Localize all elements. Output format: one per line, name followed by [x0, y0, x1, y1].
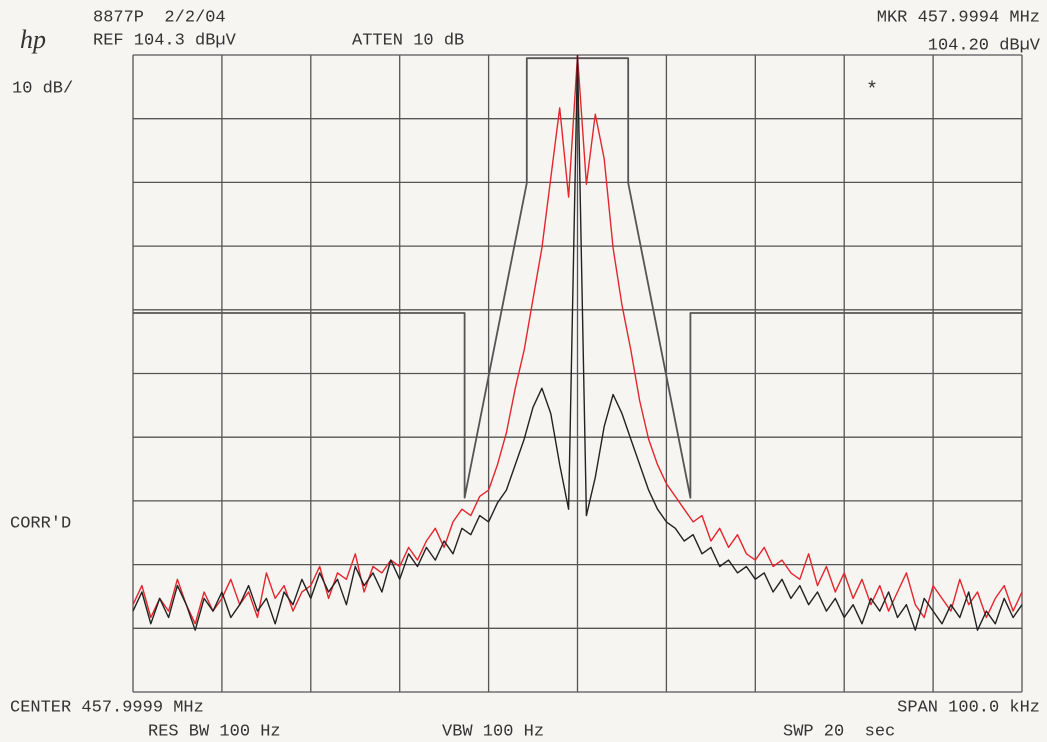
ref-level: REF 104.3 dBµV [93, 31, 237, 50]
vbw: VBW 100 Hz [442, 722, 544, 741]
marker-symbol: * [866, 79, 878, 102]
id-date: 8877P 2/2/04 [93, 8, 226, 27]
marker-frequency: MKR 457.9994 MHz [877, 8, 1040, 27]
sweep: SWP 20 sec [783, 722, 895, 741]
marker-level: 104.20 dBµV [928, 36, 1041, 55]
logo: hp [20, 25, 46, 54]
center-frequency: CENTER 457.9999 MHz [10, 698, 204, 717]
attenuation: ATTEN 10 dB [352, 31, 464, 50]
span: SPAN 100.0 kHz [897, 698, 1040, 717]
trace [132, 54, 1023, 631]
corrected: CORR'D [10, 514, 71, 533]
res-bw: RES BW 100 Hz [148, 722, 281, 741]
scale: 10 dB/ [12, 79, 73, 98]
